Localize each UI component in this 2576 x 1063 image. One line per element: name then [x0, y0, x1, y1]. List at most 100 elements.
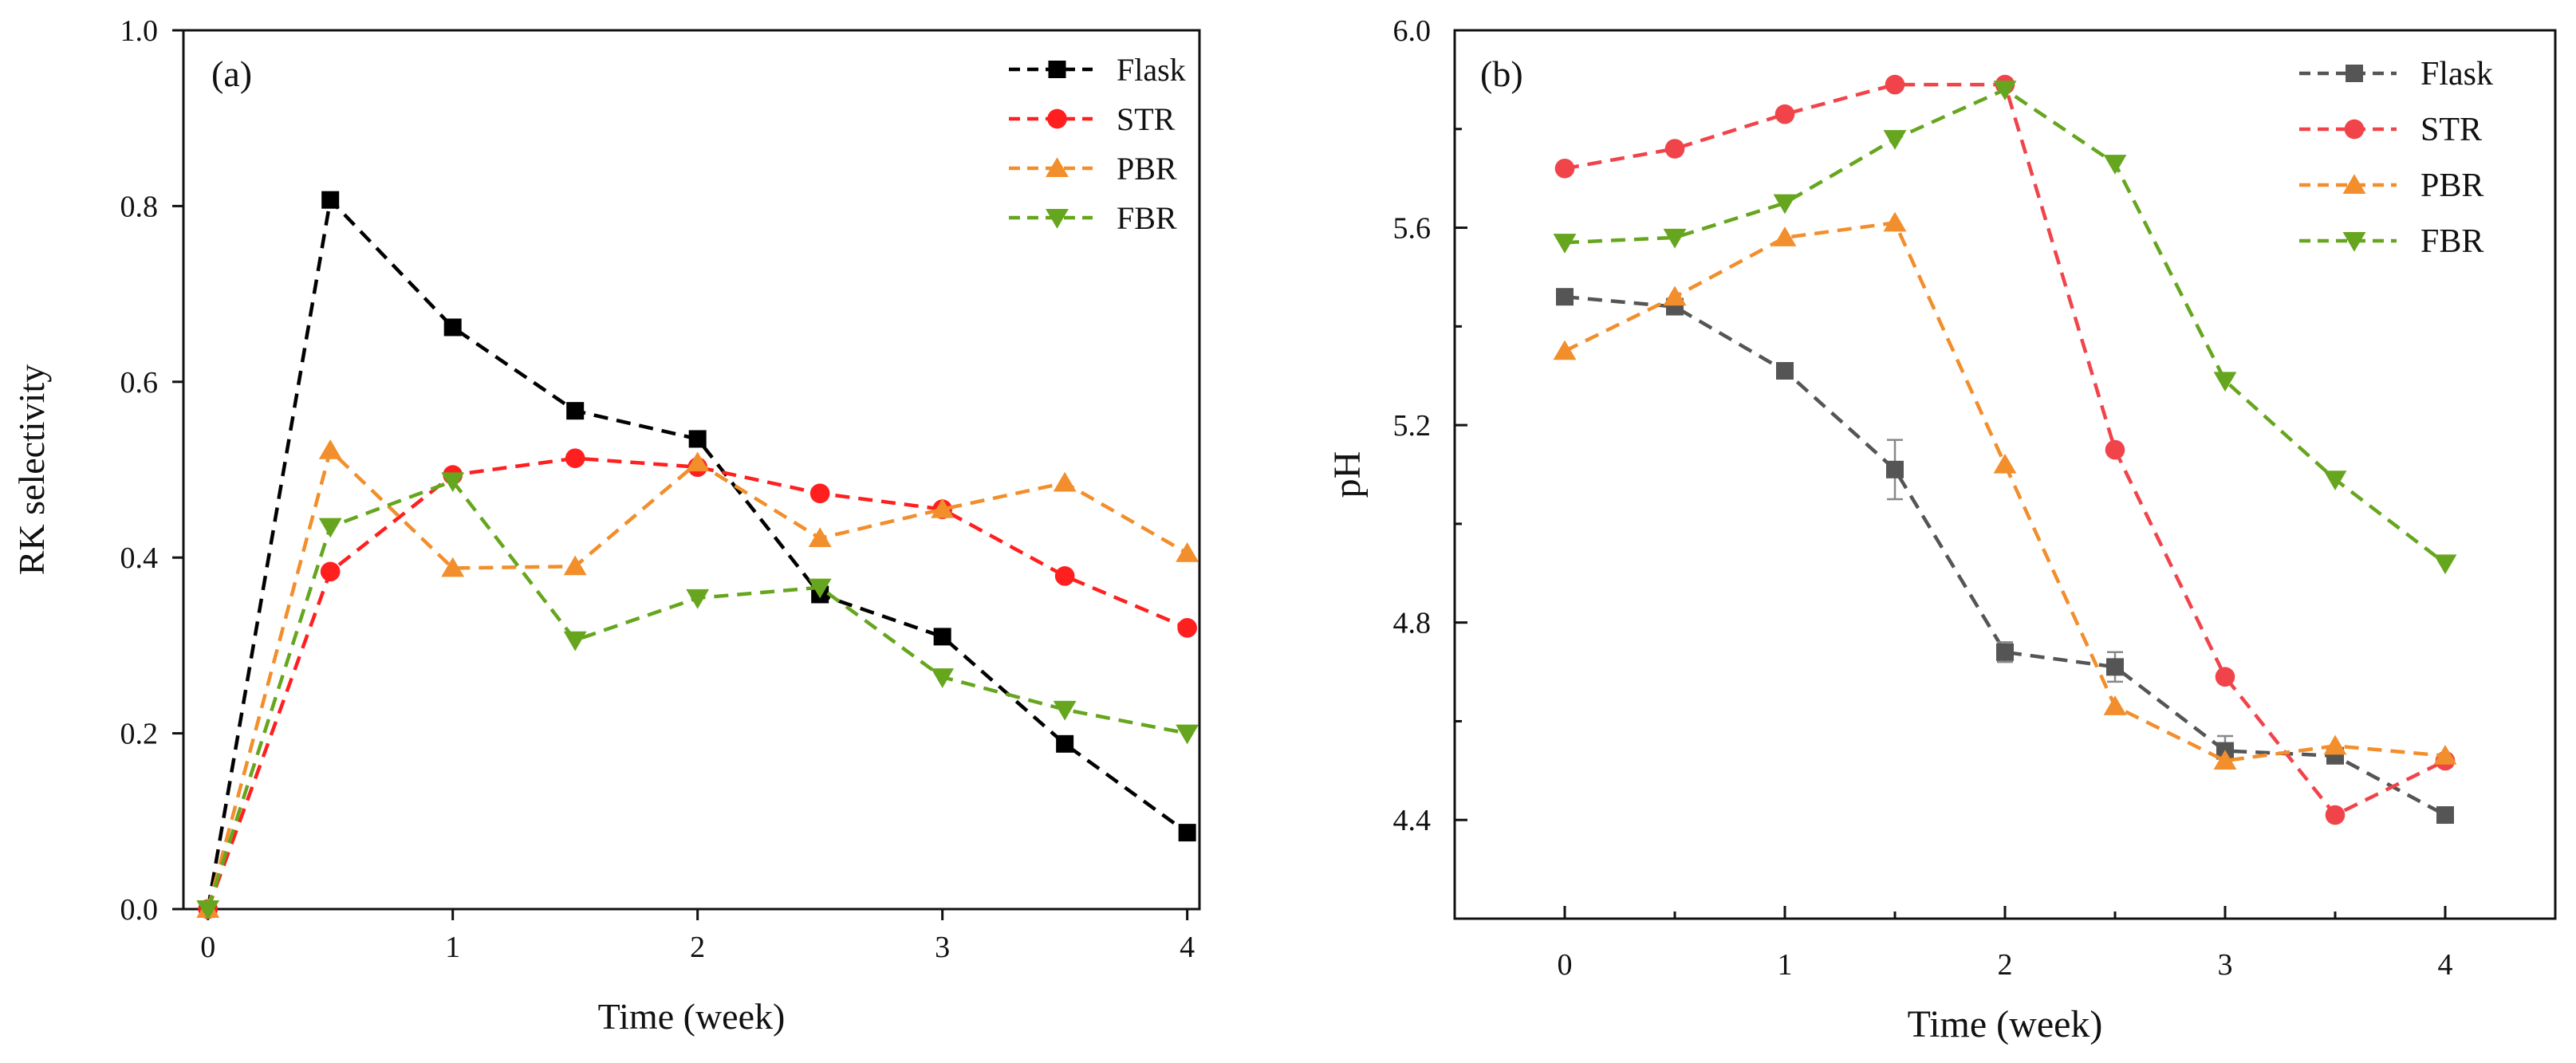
series-pbr: [1553, 211, 2457, 770]
data-point: [321, 191, 340, 209]
data-point: [1883, 130, 1907, 150]
data-point: [2325, 805, 2346, 825]
data-point: [1056, 734, 1074, 753]
data-point: [1664, 139, 1685, 159]
legend-item-str: STR: [1009, 101, 1176, 137]
data-point: [563, 631, 587, 652]
data-point: [931, 668, 955, 688]
data-point: [809, 483, 830, 504]
data-point: [1886, 460, 1904, 478]
legend-label: STR: [2420, 112, 2482, 148]
series-line: [206, 478, 1188, 910]
data-point: [1993, 81, 2017, 101]
legend-item-fbr: FBR: [1009, 200, 1177, 236]
data-point: [1553, 340, 1577, 360]
data-point: [1054, 566, 1075, 586]
legend-marker: [1046, 157, 1069, 177]
data-point: [318, 518, 342, 538]
data-point: [1176, 541, 1199, 562]
data-point: [1993, 453, 2017, 474]
y-tick-label: 0.0: [120, 893, 159, 927]
x-tick-label: 3: [2218, 948, 2233, 982]
data-point: [565, 448, 585, 468]
data-point: [2103, 155, 2127, 175]
x-tick-label: 1: [1778, 948, 1793, 982]
legend-item-flask: Flask: [2299, 56, 2493, 93]
data-point: [443, 318, 462, 337]
y-tick-label: 0.4: [120, 541, 159, 575]
data-point: [2436, 806, 2454, 825]
data-point: [1177, 618, 1197, 638]
data-point: [1885, 74, 1905, 95]
y-tick-label: 6.0: [1393, 14, 1432, 48]
x-axis-label: Time (week): [1908, 1003, 2103, 1045]
x-tick-label: 0: [1558, 948, 1573, 982]
plot-frame: [182, 29, 1201, 911]
data-point: [1774, 104, 1795, 124]
y-tick-label: 5.6: [1393, 212, 1432, 246]
data-point: [2433, 554, 2457, 575]
panel-label: (a): [211, 53, 252, 94]
x-tick-label: 4: [1180, 931, 1195, 964]
data-point: [2106, 658, 2124, 676]
x-tick-label: 4: [2438, 948, 2453, 982]
legend-item-fbr: FBR: [2299, 223, 2483, 260]
y-tick-label: 4.4: [1393, 804, 1432, 837]
data-point: [196, 900, 220, 920]
legend-marker: [1046, 209, 1069, 229]
series-line: [1564, 220, 2446, 763]
y-tick-label: 1.0: [120, 14, 159, 48]
data-point: [1053, 700, 1077, 721]
series-pbr: [196, 439, 1199, 918]
data-point: [2103, 695, 2127, 715]
series-fbr: [196, 472, 1199, 920]
data-point: [2213, 750, 2237, 770]
series-line: [1564, 82, 2446, 817]
x-tick-label: 3: [935, 931, 950, 964]
data-point: [686, 451, 710, 472]
y-axis-label: pH: [1326, 451, 1369, 498]
series-flask: [1556, 288, 2454, 825]
legend-marker: [2346, 65, 2363, 82]
legend-item-str: STR: [2299, 112, 2482, 148]
legend-marker: [2342, 174, 2366, 194]
data-point: [1773, 194, 1797, 215]
data-point: [441, 472, 465, 493]
legend-label: FBR: [2420, 223, 2483, 260]
legend-label: PBR: [1117, 151, 1177, 187]
legend-marker: [2344, 119, 2365, 140]
legend-label: Flask: [1117, 52, 1186, 88]
series-line: [206, 195, 1188, 910]
data-point: [931, 498, 955, 518]
data-point: [1663, 228, 1687, 249]
series-fbr: [1553, 81, 2457, 575]
chart-panel-a: 0 1 2 3 4 0.0 0.2 0.4 0.6 0.8 1.0 Time (week) RK sel…: [11, 14, 1201, 1037]
data-point: [563, 555, 587, 576]
legend-marker: [1047, 108, 1067, 129]
y-tick-label: 4.8: [1393, 607, 1432, 640]
legend-marker: [1048, 61, 1066, 78]
data-point: [2213, 372, 2237, 392]
data-point: [1554, 158, 1575, 179]
legend-marker: [2342, 232, 2366, 252]
data-point: [688, 430, 707, 448]
data-point: [320, 561, 341, 582]
legend-label: PBR: [2420, 167, 2483, 204]
x-tick-label: 2: [690, 931, 705, 964]
x-tick-label: 2: [1998, 948, 2013, 982]
data-point: [1883, 211, 1907, 232]
data-point: [1176, 724, 1199, 745]
x-tick-label: 1: [445, 931, 460, 964]
data-point: [2215, 667, 2235, 687]
data-point: [2433, 745, 2457, 765]
y-tick-label: 5.2: [1393, 409, 1432, 443]
y-tick-label: 0.8: [120, 190, 159, 223]
series-flask: [199, 191, 1196, 918]
data-point: [1773, 226, 1797, 246]
data-point: [1776, 362, 1794, 380]
data-point: [1053, 471, 1077, 492]
data-point: [808, 527, 832, 547]
data-point: [1553, 234, 1577, 254]
